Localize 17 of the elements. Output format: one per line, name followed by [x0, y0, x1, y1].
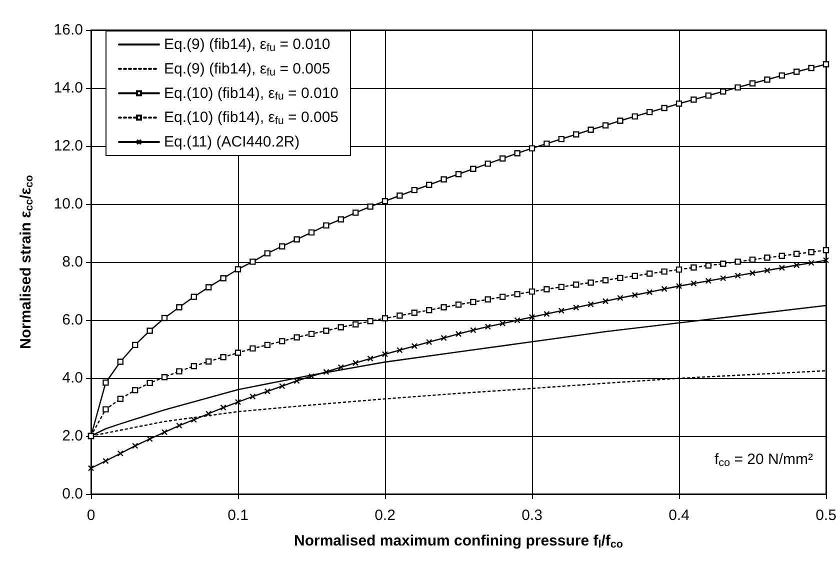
x-tick-label: 0: [86, 507, 96, 524]
legend-label: Eq.(11) (ACI440.2R): [164, 134, 300, 150]
y-tick-label: 6.0: [62, 312, 83, 328]
y-tick-label: 10.0: [54, 196, 83, 212]
x-tick-label: 0.2: [374, 507, 396, 524]
y-tick-label: 12.0: [54, 138, 83, 154]
x-tick-label: 0.1: [228, 507, 248, 524]
x-tick-label: 0.5: [816, 507, 836, 524]
y-axis-title: Normalised strain εcc/εco: [18, 174, 36, 349]
y-tick-label: 2.0: [62, 428, 83, 444]
y-tick-label: 0.0: [62, 486, 83, 502]
x-tick-label: 0.3: [522, 507, 542, 524]
y-tick-label: 16.0: [54, 22, 83, 38]
x-tick-label: 0.4: [668, 507, 690, 524]
y-tick-label: 8.0: [62, 254, 83, 270]
y-tick-label: 14.0: [54, 80, 83, 96]
y-tick-label: 4.0: [62, 370, 83, 386]
